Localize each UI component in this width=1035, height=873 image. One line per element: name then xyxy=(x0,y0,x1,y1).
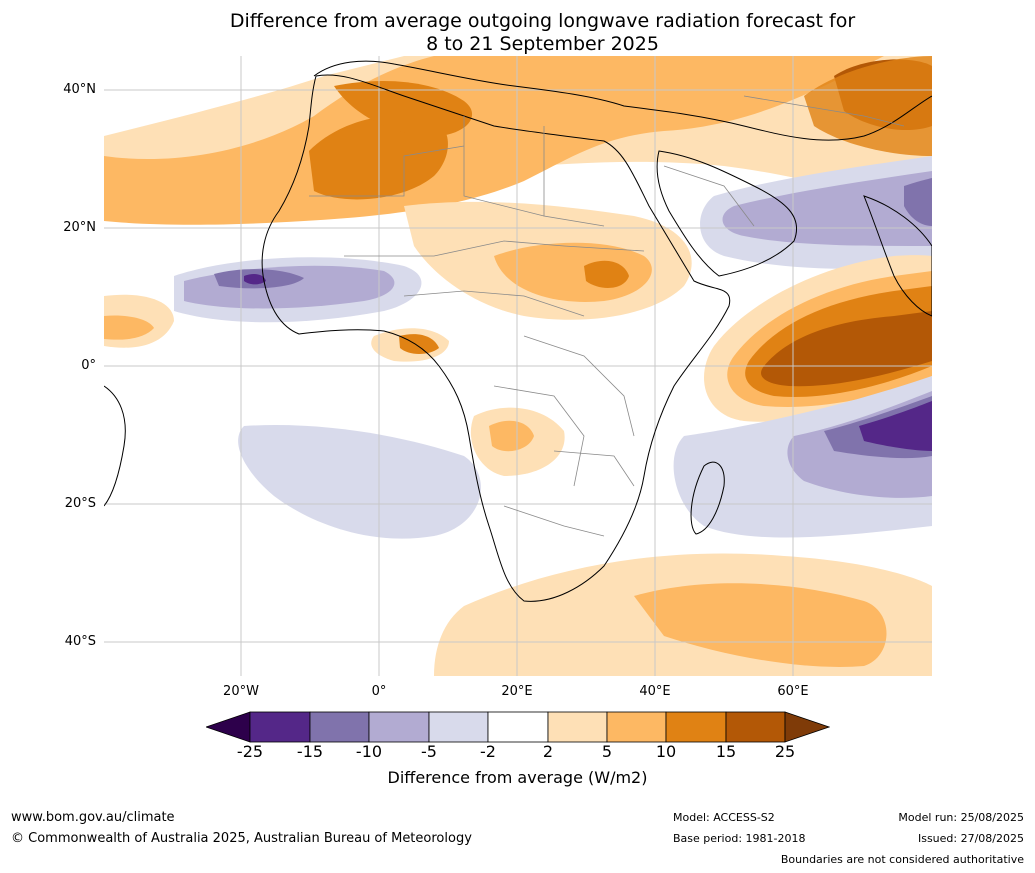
colorbar-bin-m5-m2 xyxy=(428,711,489,743)
lon-label-40e: 40°E xyxy=(639,684,671,699)
colorbar-tick-25: 25 xyxy=(774,742,796,761)
anomaly-region-west-africa-purple-strongest xyxy=(244,273,266,285)
footer-model-run: Model run: 25/08/2025 xyxy=(898,811,1024,824)
colorbar-tick-m25: -25 xyxy=(236,742,264,761)
colorbar-label: Difference from average (W/m2) xyxy=(387,768,648,787)
graticule xyxy=(104,56,932,676)
anomaly-region-southern-africa-mid xyxy=(634,583,887,667)
lat-label-40s: 40°S xyxy=(64,634,96,649)
lon-label-20w: 20°W xyxy=(223,684,259,699)
country-borders xyxy=(309,95,905,537)
arabia-coastline xyxy=(656,150,798,277)
colorbar-extend-low xyxy=(204,711,251,743)
anomaly-region-arabia-purple-strong xyxy=(904,178,932,226)
colorbar-extend-high xyxy=(784,711,831,743)
anomaly-region-central-africa-mid xyxy=(489,420,534,452)
footer-issued: Issued: 27/08/2025 xyxy=(917,832,1024,845)
colorbar-bin-m10-m5 xyxy=(368,711,430,743)
europe-coastline xyxy=(313,60,932,141)
coastlines xyxy=(104,60,932,602)
colorbar-bin-m2-2 xyxy=(487,711,549,743)
title-line-1: Difference from average outgoing longwav… xyxy=(229,10,856,32)
india-coastline xyxy=(863,195,932,317)
lat-label-40n: 40°N xyxy=(63,82,96,97)
footer-copyright: © Commonwealth of Australia 2025, Austra… xyxy=(11,831,472,846)
colorbar-bin-10-15 xyxy=(665,711,727,743)
colorbar-tick-m15: -15 xyxy=(296,742,324,761)
footer-model: Model: ACCESS-S2 xyxy=(673,811,775,824)
anomaly-region-indian-ocean-strongest xyxy=(761,311,932,387)
africa-coastline xyxy=(261,74,731,602)
anomaly-region-gulf-of-guinea-mid xyxy=(399,334,439,354)
lon-label-60e: 60°E xyxy=(777,684,809,699)
south-america-coastline xyxy=(104,385,126,507)
colorbar xyxy=(204,711,831,747)
colorbar-tick-m2: -2 xyxy=(480,742,496,761)
footer-disclaimer: Boundaries are not considered authoritat… xyxy=(780,853,1024,866)
colorbar-tick-5: 5 xyxy=(601,742,613,761)
colorbar-bin-m25-m15 xyxy=(249,711,311,743)
anomaly-region-sahel-strong xyxy=(584,260,629,288)
colorbar-tick-15: 15 xyxy=(715,742,737,761)
lat-label-20s: 20°S xyxy=(64,496,96,511)
anomaly-region-east-europe-mid xyxy=(804,56,932,156)
colorbar-bin-15-25 xyxy=(725,711,786,743)
colorbar-bin-2-5 xyxy=(547,711,608,743)
title-line-2: 8 to 21 September 2025 xyxy=(426,33,659,55)
footer-website-link[interactable]: www.bom.gov.au/climate xyxy=(11,810,175,825)
colorbar-bin-m15-m10 xyxy=(309,711,370,743)
colorbar-bin-5-10 xyxy=(606,711,667,743)
anomaly-region-arabia-purple-mid xyxy=(722,171,932,246)
footer-base-period: Base period: 1981-2018 xyxy=(673,832,806,845)
madagascar-coastline xyxy=(690,461,725,535)
anomaly-region-south-atlantic-purple-light xyxy=(238,425,481,539)
lat-label-0: 0° xyxy=(81,358,96,373)
lon-label-0: 0° xyxy=(371,684,387,699)
colorbar-tick-10: 10 xyxy=(655,742,677,761)
colorbar-tick-m5: -5 xyxy=(421,742,437,761)
colorbar-tick-2: 2 xyxy=(542,742,554,761)
lon-label-20e: 20°E xyxy=(501,684,533,699)
lat-label-20n: 20°N xyxy=(63,220,96,235)
anomaly-region-atlantic-west-mid xyxy=(104,315,154,340)
olr-anomaly-map xyxy=(104,56,932,676)
anomaly-region-north-africa-mid xyxy=(104,56,884,225)
map-title: Difference from average outgoing longwav… xyxy=(0,10,1035,56)
anomaly-region-south-indian-purple-strongest xyxy=(859,401,932,451)
colorbar-tick-m10: -10 xyxy=(355,742,383,761)
anomaly-region-sahara-strong xyxy=(309,115,448,200)
anomaly-region-north-strong xyxy=(334,81,473,136)
